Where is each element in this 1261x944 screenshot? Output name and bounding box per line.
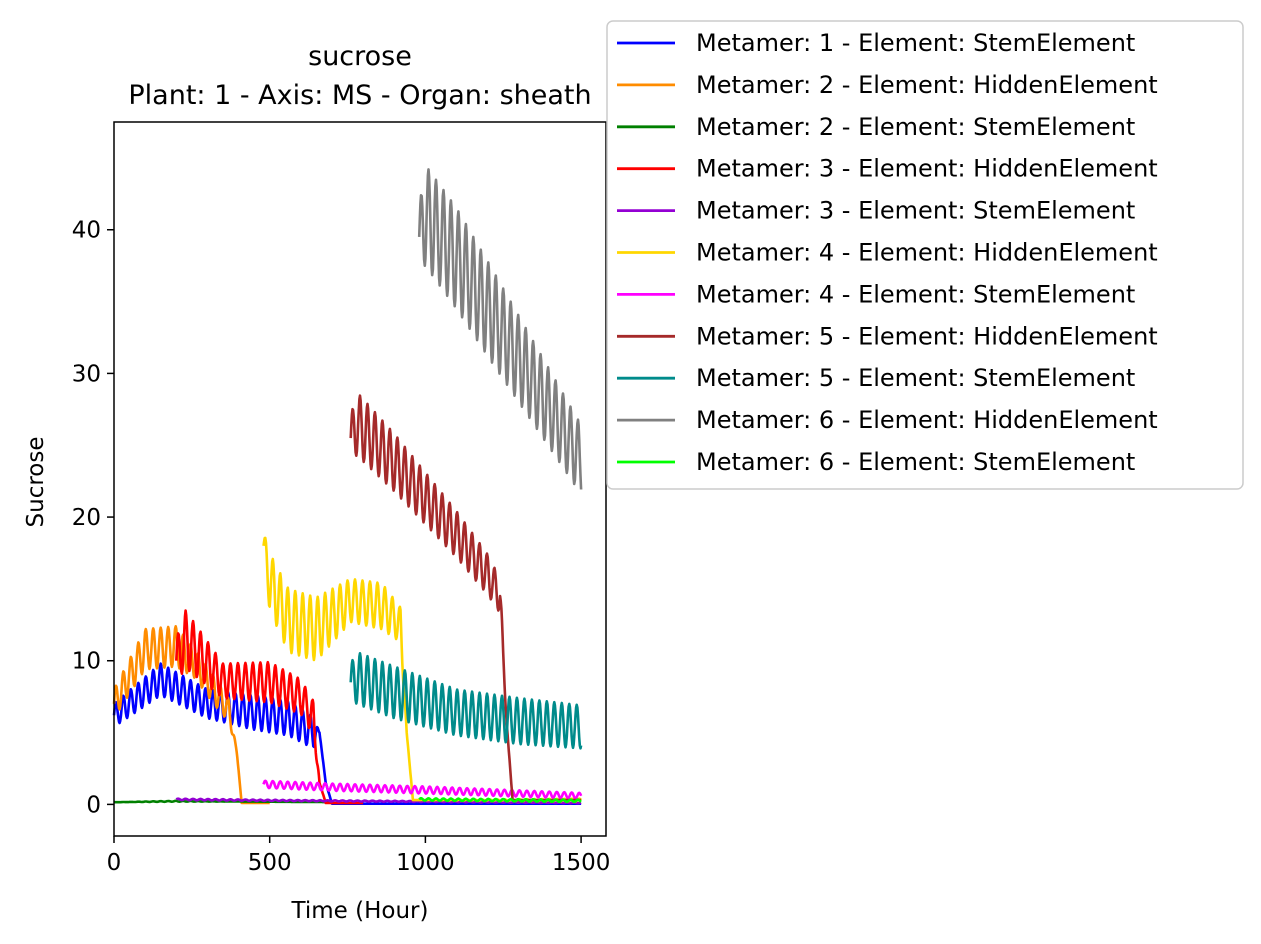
x-axis: 0 500 1000 1500: [107, 836, 611, 876]
y-tick-label: 10: [72, 649, 101, 675]
y-tick-label: 20: [72, 505, 101, 531]
y-tick-label: 40: [72, 218, 101, 244]
x-tick-label: 0: [107, 850, 122, 876]
chart-subtitle: Plant: 1 - Axis: MS - Organ: sheath: [128, 80, 591, 111]
plot-lines: [112, 168, 583, 806]
legend-frame: [606, 20, 1244, 490]
x-axis-label: Time (Hour): [291, 898, 429, 924]
legend-label: Metamer: 1 - Element: StemElement: [696, 29, 1135, 57]
legend-label: Metamer: 5 - Element: HiddenElement: [696, 322, 1158, 350]
series-line-4: [175, 609, 364, 805]
chart-title: sucrose: [308, 41, 412, 72]
plot-frame: [113, 121, 607, 837]
legend-label: Metamer: 5 - Element: StemElement: [696, 364, 1135, 392]
legend-label: Metamer: 2 - Element: StemElement: [696, 113, 1135, 141]
series-line-7: [262, 779, 583, 800]
x-tick-label: 1000: [396, 850, 455, 876]
y-axis: 0 10 20 30 40: [72, 218, 114, 818]
series-line-9: [349, 651, 583, 750]
y-axis-label: Sucrose: [23, 437, 49, 528]
legend-label: Metamer: 4 - Element: HiddenElement: [696, 239, 1158, 267]
y-tick-label: 30: [72, 361, 101, 387]
legend-label: Metamer: 3 - Element: HiddenElement: [696, 155, 1158, 183]
legend-label: Metamer: 3 - Element: StemElement: [696, 197, 1135, 225]
legend-label: Metamer: 6 - Element: HiddenElement: [696, 406, 1158, 434]
legend-label: Metamer: 6 - Element: StemElement: [696, 448, 1135, 476]
legend-label: Metamer: 4 - Element: StemElement: [696, 280, 1135, 308]
legend-label: Metamer: 2 - Element: HiddenElement: [696, 71, 1158, 99]
series-line-11: [418, 796, 582, 804]
y-tick-label: 0: [86, 792, 101, 818]
series-line-10: [417, 168, 583, 490]
legend: Metamer: 1 - Element: StemElement Metamer…: [606, 20, 1244, 490]
x-tick-label: 1500: [552, 850, 611, 876]
series-line-6: [262, 536, 583, 803]
x-tick-label: 500: [248, 850, 292, 876]
